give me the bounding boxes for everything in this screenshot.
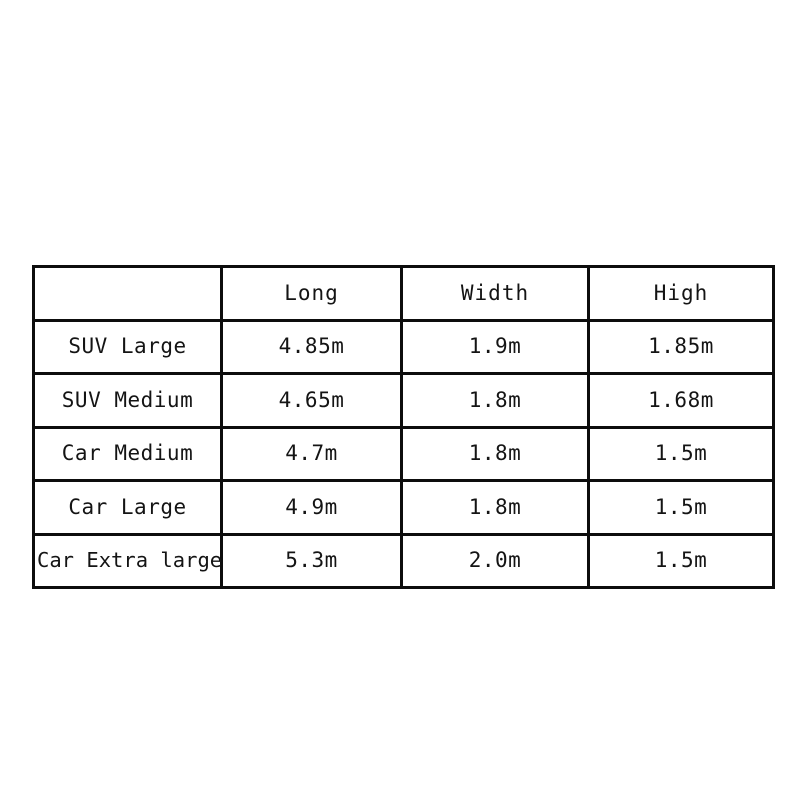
row-label-suv-medium: SUV Medium	[32, 372, 223, 429]
table-header-row: Long Width High	[32, 265, 775, 322]
cell-car-large-width: 1.8m	[400, 479, 590, 536]
table-row: Car Extra large 5.3m 2.0m 1.5m	[32, 532, 775, 589]
cell-suv-large-width: 1.9m	[400, 318, 590, 375]
row-label-car-large: Car Large	[32, 479, 223, 536]
cell-suv-medium-width: 1.8m	[400, 372, 590, 429]
row-label-suv-large: SUV Large	[32, 318, 223, 375]
cell-suv-medium-long: 4.65m	[220, 372, 403, 429]
table-header: Long Width High	[32, 265, 775, 322]
vehicle-dimensions-table: Long Width High SUV Large 4.85m 1.9m 1.8…	[32, 265, 775, 589]
cell-suv-large-long: 4.85m	[220, 318, 403, 375]
cell-car-medium-width: 1.8m	[400, 425, 590, 482]
cell-suv-medium-high: 1.68m	[587, 372, 775, 429]
cell-car-medium-long: 4.7m	[220, 425, 403, 482]
cell-suv-large-high: 1.85m	[587, 318, 775, 375]
column-header-long: Long	[220, 265, 403, 322]
table-corner-cell	[32, 265, 223, 322]
column-header-high: High	[587, 265, 775, 322]
column-header-width: Width	[400, 265, 590, 322]
row-label-car-extra-large: Car Extra large	[32, 532, 223, 589]
cell-car-extra-large-width: 2.0m	[400, 532, 590, 589]
row-label-car-medium: Car Medium	[32, 425, 223, 482]
vehicle-dimensions-table-container: Long Width High SUV Large 4.85m 1.9m 1.8…	[32, 265, 775, 589]
cell-car-medium-high: 1.5m	[587, 425, 775, 482]
table-row: Car Large 4.9m 1.8m 1.5m	[32, 479, 775, 536]
cell-car-large-long: 4.9m	[220, 479, 403, 536]
cell-car-extra-large-high: 1.5m	[587, 532, 775, 589]
cell-car-extra-large-long: 5.3m	[220, 532, 403, 589]
table-row: Car Medium 4.7m 1.8m 1.5m	[32, 425, 775, 482]
table-body: SUV Large 4.85m 1.9m 1.85m SUV Medium 4.…	[32, 318, 775, 589]
cell-car-large-high: 1.5m	[587, 479, 775, 536]
table-row: SUV Medium 4.65m 1.8m 1.68m	[32, 372, 775, 429]
table-row: SUV Large 4.85m 1.9m 1.85m	[32, 318, 775, 375]
